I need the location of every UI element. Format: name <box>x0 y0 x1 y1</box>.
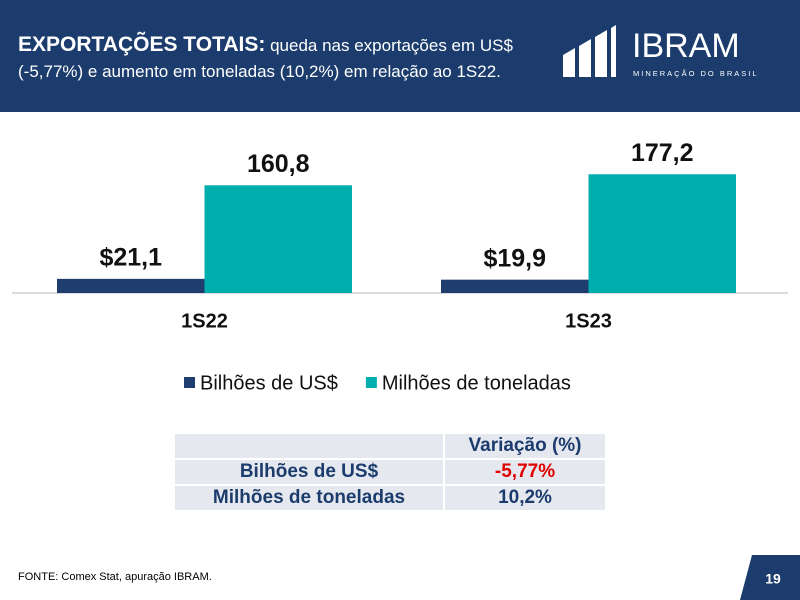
page-number: 19 <box>765 571 781 587</box>
legend-label: Milhões de toneladas <box>382 372 571 394</box>
row-label: Milhões de toneladas <box>175 486 445 510</box>
header-text: EXPORTAÇÕES TOTAIS: queda nas exportaçõe… <box>18 32 558 85</box>
logo-tagline: MINERAÇÃO DO BRASIL <box>633 69 759 78</box>
source: FONTE: Comex Stat, apuração IBRAM. <box>18 571 212 583</box>
bar <box>588 174 736 293</box>
value-label: 177,2 <box>631 139 694 167</box>
value-label: $21,1 <box>99 243 162 271</box>
x-tick-label: 1S22 <box>181 310 228 332</box>
legend-label: Bilhões de US$ <box>200 372 338 394</box>
header: EXPORTAÇÕES TOTAIS: queda nas exportaçõe… <box>0 0 800 112</box>
x-tick-label: 1S23 <box>565 310 612 332</box>
subtitle: queda nas exportações em US$ (-5,77%) e … <box>18 36 513 81</box>
page-tab <box>740 555 800 600</box>
table-header: Variação (%) <box>445 434 605 458</box>
legend-swatch <box>365 377 377 388</box>
title: EXPORTAÇÕES TOTAIS: <box>18 33 266 56</box>
bar <box>204 185 352 293</box>
logo-icon <box>563 25 616 77</box>
cell: 10,2% <box>445 486 605 510</box>
variation-table: Variação (%) Bilhões de US$ -5,77% Milhõe… <box>175 432 605 512</box>
table-corner <box>175 434 445 458</box>
bar <box>57 278 205 293</box>
bar <box>441 279 589 293</box>
row-label: Bilhões de US$ <box>175 460 445 484</box>
cell: -5,77% <box>445 460 605 484</box>
logo: IBRAM <box>632 27 740 65</box>
value-label: $19,9 <box>483 244 546 272</box>
legend-swatch <box>184 377 195 388</box>
value-label: 160,8 <box>247 150 310 178</box>
